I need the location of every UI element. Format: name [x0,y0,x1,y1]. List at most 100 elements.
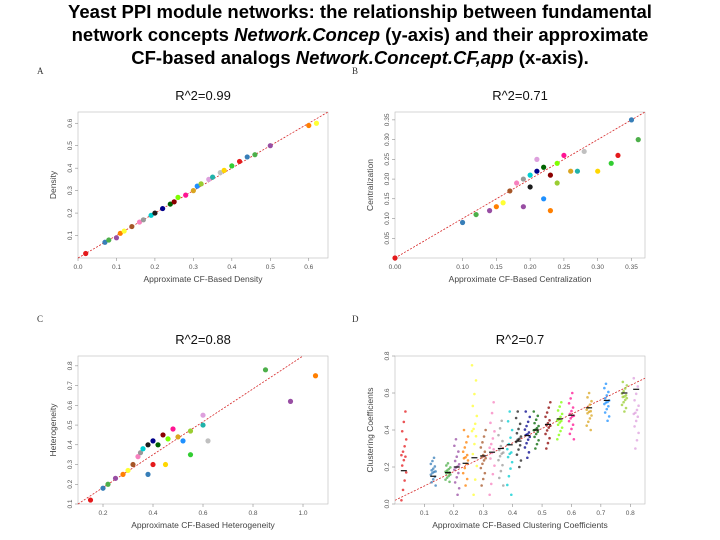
chart-b-data-point [554,160,560,166]
chart-b-data-point [547,172,554,178]
chart-d-x-tick-label: 0.3 [479,510,488,517]
chart-b-data-point [547,208,554,214]
chart-d-data-point [402,420,406,424]
chart-a-x-tick-label: 0.6 [304,264,313,271]
chart-d-data-point [605,407,609,411]
chart-d-x-tick-label: 0.4 [508,510,517,517]
chart-c-data-point [137,450,144,456]
chart-d-data-point [484,456,487,460]
chart-d-data-point [607,404,610,408]
chart-d-data-point [586,396,589,399]
chart-d-data-point [546,421,550,425]
chart-d-data-point [456,493,459,497]
chart-d-data-point [590,414,593,417]
chart-d-data-point [470,363,474,367]
chart-d-data-point [515,453,519,456]
chart-d-data-point [489,457,492,460]
chart-b-data-point [581,148,587,155]
chart-d-data-point [567,419,571,423]
chart-c-data-point [120,471,126,477]
chart-b-data-point [486,208,493,214]
chart-b-data-point [459,219,466,226]
chart-d-data-point [472,427,475,431]
chart-d-data-point [585,424,589,427]
chart-d-data-point [433,465,437,468]
chart-d-data-point [560,419,563,423]
chart-c-data-point [112,475,119,481]
chart-d-data-point [587,420,590,424]
chart-c-data-point [200,422,206,428]
chart-d-data-point [556,437,559,441]
chart-a-r2-label: R^2=0.99 [175,88,231,103]
chart-c-data-point [180,438,186,444]
chart-c-data-point [145,442,151,448]
chart-b-data-point [520,176,526,182]
chart-d-data-point [488,446,491,450]
panel-letter-d: D [352,314,359,324]
chart-d-y-tick-label: 0.8 [384,351,391,360]
title-line-2-c: (y-axis) and their approximate [380,24,649,45]
chart-d-data-point [453,444,456,448]
chart-b-plot-area [394,111,646,259]
chart-d-data-point [497,458,500,462]
chart-d-data-point [532,410,536,413]
chart-c-data-point [170,426,176,432]
chart-d-r2-label: R^2=0.7 [496,332,544,347]
chart-c-data-point [187,452,194,458]
chart-d-data-point [402,458,406,462]
chart-d-data-point [535,426,539,430]
chart-d-data-point [518,443,522,447]
title-line-2-a: network concepts [71,24,235,45]
chart-d-data-point [620,403,624,407]
chart-d-data-point [634,447,637,450]
chart-d-data-point [484,428,487,432]
chart-b-y-tick-label: 0.10 [384,212,391,225]
chart-c-data-point [187,428,194,434]
chart-d-data-point [507,474,511,478]
chart-d-data-point [474,379,478,382]
chart-d-data-point [514,416,518,420]
chart-d-data-point [444,478,447,481]
chart-d-data-point [457,450,460,453]
chart-b-data-point [392,255,398,261]
chart-b-x-tick-label: 0.20 [524,264,537,271]
chart-d-data-point [475,464,479,468]
chart-c-data-point [262,367,269,373]
chart-d-data-point [510,460,514,464]
chart-c-data-point [155,442,161,448]
chart-d-data-point [479,466,483,470]
chart-c-y-tick-label: 0.1 [67,499,74,508]
chart-a-data-point [306,122,312,129]
chart-c-x-tick-label: 1.0 [298,510,307,517]
chart-d-data-point [509,467,512,470]
chart-d-data-point [501,484,505,487]
chart-c-data-point [205,438,211,444]
chart-a-data-point [136,219,143,225]
chart-c-data-point [125,467,131,474]
panel-letter-b: B [352,66,359,76]
chart-b-data-point [527,184,533,190]
chart-a-data-point [167,201,173,207]
chart-d-data-point [517,448,520,451]
chart-a-data-point [267,143,273,149]
chart-d-data-point [632,376,636,380]
chart-d-data-point [473,442,476,446]
chart-d-data-point [401,488,405,492]
chart-d-data-point [497,476,501,480]
chart-panel-b: R^2=0.71 0.00 0.10 0.15 0.20 0.25 0.30 0.35 0.05… [365,88,646,284]
chart-d-data-point [560,400,563,404]
chart-b-data-point [507,188,513,194]
chart-d-data-point [491,472,495,476]
chart-d-data-point [473,392,476,396]
chart-c-data-point [150,461,156,468]
chart-d-data-point [549,400,552,404]
chart-a-x-tick-label: 0.2 [150,264,159,271]
chart-a-data-point [244,154,250,160]
chart-d-data-point [474,434,478,438]
chart-a-data-point [129,223,135,230]
chart-b-data-point [541,196,547,202]
chart-d-data-point [432,456,436,460]
slide-title: Yeast PPI module networks: the relations… [0,0,720,69]
chart-d-data-point [455,455,459,458]
chart-d-data-point [493,430,496,433]
